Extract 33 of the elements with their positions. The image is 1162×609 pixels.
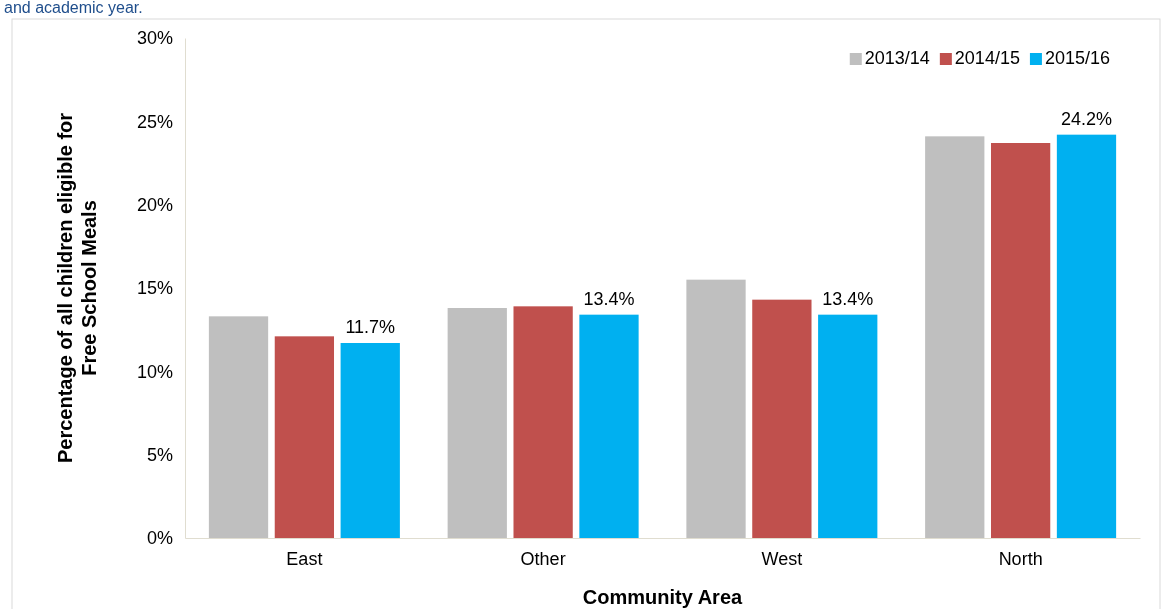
bar xyxy=(513,306,573,538)
x-tick-label: Other xyxy=(520,548,566,569)
x-tick-label: East xyxy=(286,548,323,569)
data-label: 13.4% xyxy=(822,288,874,309)
y-axis-title: Percentage of all children eligible for Free School Meals xyxy=(54,112,100,464)
bar xyxy=(274,336,335,538)
bar xyxy=(208,316,269,538)
bar xyxy=(447,308,507,538)
bar xyxy=(752,299,812,538)
bar xyxy=(1056,134,1117,538)
y-tick-label: 25% xyxy=(136,111,173,132)
bar xyxy=(579,314,639,538)
y-tick-label: 10% xyxy=(136,361,173,382)
bar xyxy=(990,143,1051,538)
legend-label: 2013/14 xyxy=(864,48,930,68)
x-tick-label: West xyxy=(761,548,803,569)
x-tick-label: North xyxy=(998,548,1043,569)
y-tick-label: 0% xyxy=(146,528,173,549)
text: and academic year. xyxy=(4,0,143,16)
y-tick-label: 15% xyxy=(136,278,173,299)
bar xyxy=(686,279,746,538)
bar xyxy=(340,343,400,538)
bar xyxy=(925,136,985,538)
data-label: 11.7% xyxy=(345,317,396,337)
bar xyxy=(818,314,878,538)
data-label: 24.2% xyxy=(1060,108,1113,129)
y-tick-label: 5% xyxy=(146,444,173,465)
y-tick-label: 20% xyxy=(136,194,173,215)
legend-label: 2015/16 xyxy=(1044,48,1110,68)
legend-label: 2014/15 xyxy=(954,48,1020,68)
y-tick-label: 30% xyxy=(136,28,173,49)
data-label: 13.4% xyxy=(583,288,635,309)
x-axis-title: Community Area xyxy=(582,586,744,608)
